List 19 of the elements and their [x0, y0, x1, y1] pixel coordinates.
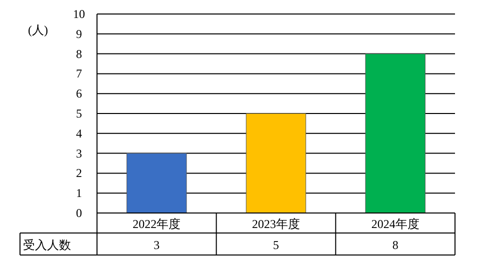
y-tick-label: 7: [76, 66, 82, 81]
text: 受入人数: [23, 238, 71, 252]
y-axis-title: (人): [28, 23, 48, 37]
y-tick-label: 9: [76, 26, 82, 41]
data-label: 8: [392, 238, 398, 252]
data-label: 3: [154, 238, 160, 252]
y-tick-label: 6: [76, 86, 82, 101]
x-tick-label: 2024年度: [371, 217, 420, 231]
y-tick-label: 2: [76, 166, 82, 180]
y-tick-label: 8: [76, 46, 82, 61]
y-tick-label: 3: [76, 146, 82, 160]
y-tick-label: 0: [76, 206, 82, 220]
data-label: 5: [273, 238, 279, 252]
y-tick-label: 10: [73, 7, 85, 21]
y-tick-label: 4: [76, 126, 82, 140]
y-tick-label: 5: [76, 106, 82, 120]
y-tick-label: 1: [76, 186, 82, 200]
x-tick-label: 2022年度: [132, 217, 181, 231]
x-tick-label: 2023年度: [252, 217, 300, 231]
